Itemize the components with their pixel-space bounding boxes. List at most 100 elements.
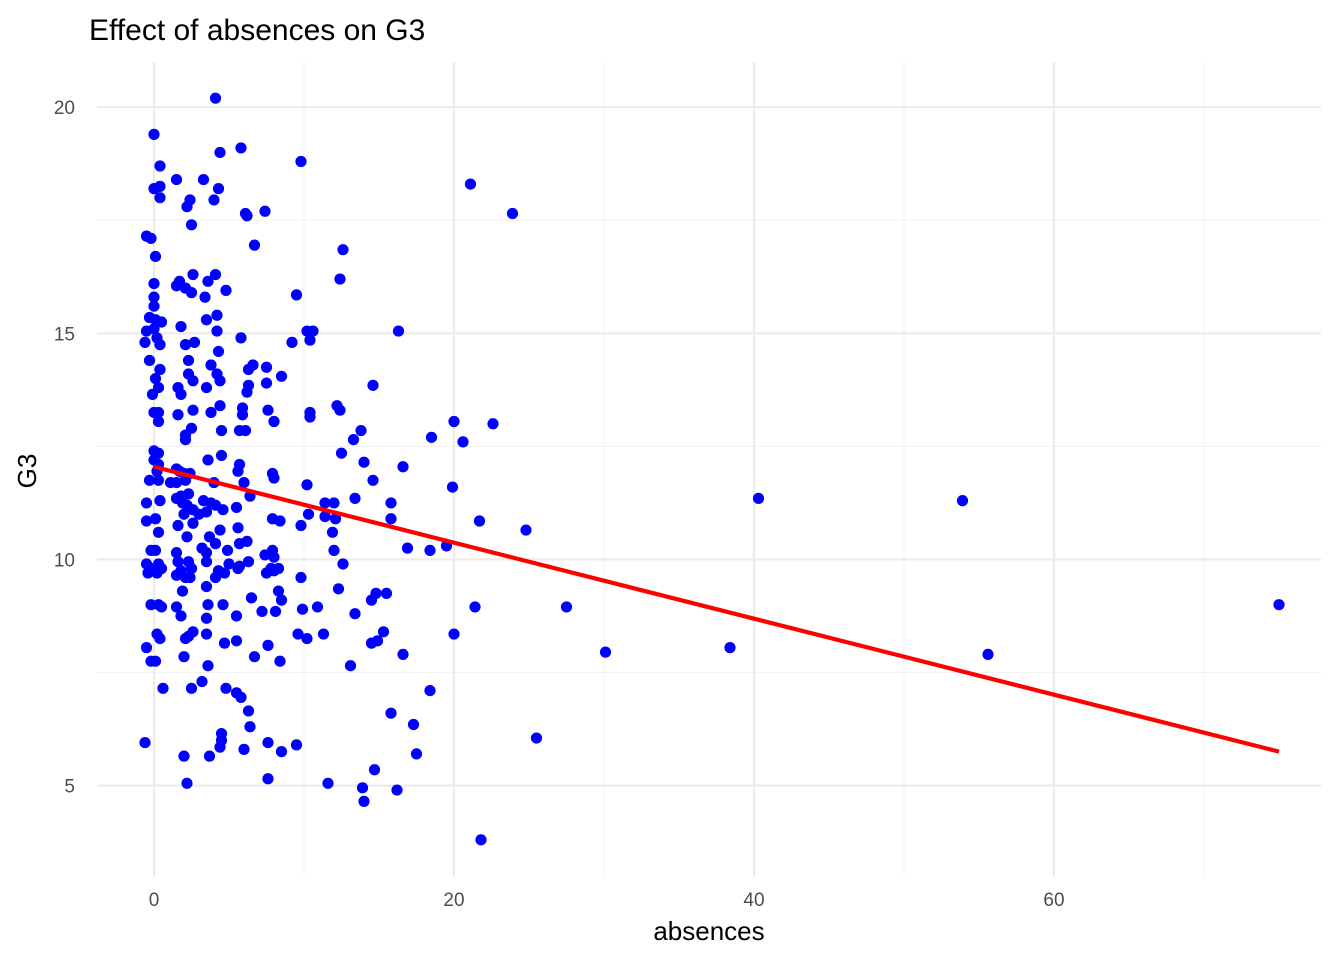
data-point: [172, 556, 184, 568]
data-point: [214, 741, 226, 753]
data-point: [304, 411, 316, 423]
data-point: [487, 418, 499, 430]
data-point: [322, 777, 334, 789]
data-point: [154, 339, 166, 351]
x-tick-label: 40: [743, 890, 764, 911]
data-point: [205, 406, 217, 419]
data-point: [335, 447, 348, 459]
data-point: [209, 538, 222, 550]
data-point: [155, 562, 168, 575]
data-point: [148, 300, 160, 312]
data-point: [148, 323, 160, 335]
data-point: [140, 497, 153, 509]
data-point: [211, 309, 223, 321]
data-point: [410, 748, 423, 760]
data-point: [140, 642, 153, 654]
data-point: [148, 277, 160, 290]
data-point: [218, 637, 231, 649]
data-point: [139, 736, 151, 749]
data-point: [155, 601, 168, 613]
data-point: [752, 492, 765, 504]
data-point: [295, 519, 307, 532]
data-point: [154, 192, 166, 204]
data-point: [193, 508, 205, 520]
data-point: [724, 642, 736, 654]
data-point: [220, 682, 232, 694]
data-point: [139, 336, 151, 348]
data-point: [241, 386, 253, 398]
data-point: [235, 691, 247, 703]
data-point: [256, 605, 268, 618]
data-point: [184, 571, 196, 584]
data-point: [154, 632, 166, 645]
data-point: [367, 474, 379, 486]
data-point: [155, 316, 168, 328]
data-point: [200, 314, 213, 326]
data-point: [209, 92, 222, 104]
data-point: [140, 515, 153, 527]
data-point: [214, 146, 226, 159]
data-point: [200, 382, 213, 394]
data-point: [262, 736, 274, 749]
data-points: [139, 92, 1285, 846]
data-point: [275, 746, 288, 758]
data-point: [385, 513, 397, 525]
data-point: [230, 501, 243, 514]
data-point: [217, 599, 229, 611]
data-point: [170, 173, 183, 186]
data-point: [152, 526, 165, 538]
data-point: [956, 495, 969, 507]
data-point: [242, 705, 255, 717]
data-point: [424, 684, 436, 697]
data-point: [982, 648, 994, 661]
data-point: [319, 510, 331, 523]
data-point: [172, 519, 184, 532]
data-point: [157, 682, 169, 694]
data-point: [182, 488, 195, 500]
data-point: [209, 268, 222, 281]
data-point: [172, 409, 184, 421]
data-point: [337, 558, 349, 570]
data-point: [215, 449, 228, 462]
data-point: [319, 497, 331, 509]
data-point: [185, 562, 198, 575]
data-point: [232, 465, 244, 477]
data-point: [245, 592, 258, 604]
data-point: [214, 400, 226, 412]
data-point: [317, 628, 330, 640]
data-point: [188, 336, 201, 348]
data-point: [425, 431, 438, 443]
data-point: [385, 707, 397, 719]
data-point: [401, 542, 414, 554]
data-point: [301, 479, 313, 491]
data-point: [290, 739, 303, 751]
data-point: [170, 547, 183, 559]
data-point: [146, 388, 159, 400]
data-point: [302, 508, 315, 520]
data-point: [239, 424, 252, 437]
data-point: [200, 580, 213, 593]
data-point: [268, 472, 280, 484]
data-point: [143, 474, 156, 486]
data-point: [202, 275, 214, 287]
data-point: [154, 363, 166, 376]
data-point: [179, 339, 192, 351]
data-point: [367, 379, 379, 391]
x-tick-label: 0: [149, 890, 160, 911]
data-point: [295, 155, 307, 168]
minor-gridlines: [97, 62, 1321, 876]
data-point: [259, 205, 271, 217]
data-point: [143, 354, 156, 367]
data-point: [175, 320, 187, 333]
data-point: [214, 524, 226, 536]
data-point: [424, 544, 436, 557]
data-point: [397, 461, 409, 473]
data-point: [311, 601, 324, 613]
data-point: [202, 660, 214, 672]
data-point: [230, 635, 243, 647]
x-axis-title: absences: [653, 916, 764, 946]
y-tick-label: 5: [64, 777, 75, 798]
data-point: [182, 354, 195, 367]
data-point: [301, 632, 313, 645]
data-point: [235, 142, 247, 154]
